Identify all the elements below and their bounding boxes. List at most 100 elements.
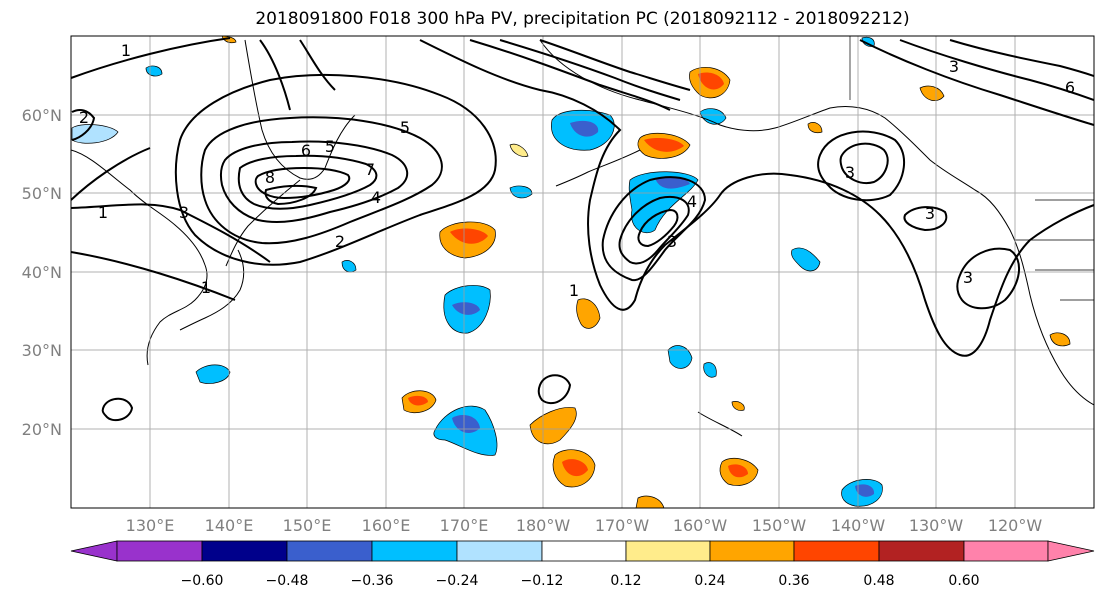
colorbar-segment xyxy=(878,540,965,562)
pv-contour xyxy=(299,39,336,91)
coastline-japan xyxy=(179,249,245,331)
colorbar-tick-label: 0.12 xyxy=(610,573,642,589)
colorbar-segment xyxy=(963,540,1049,562)
pv-contour xyxy=(264,184,318,206)
colorbar-segment xyxy=(201,540,288,562)
colorbar-segment xyxy=(116,540,203,562)
colorbar-segment xyxy=(793,540,880,562)
lon-label: 170°E xyxy=(439,516,489,535)
contour-label: 1 xyxy=(569,281,579,300)
colorbar-segment xyxy=(371,540,458,562)
precip-neg-patch xyxy=(195,364,231,384)
contour-label: 1 xyxy=(201,278,211,297)
lon-label: 180°W xyxy=(515,516,571,535)
pv-contour xyxy=(539,39,691,91)
colorbar-segment xyxy=(456,540,543,562)
colorbar-extend-max xyxy=(1047,540,1095,562)
precip-pos-patch xyxy=(807,122,823,134)
pv-contour xyxy=(499,39,681,101)
contour-label: 1 xyxy=(98,203,108,222)
lon-label: 130°W xyxy=(908,516,964,535)
contour-label: 3 xyxy=(179,203,189,222)
pv-contour xyxy=(71,203,271,263)
country-borders xyxy=(849,36,1094,301)
pv-contour xyxy=(601,176,707,282)
colorbar-tick-label: 0.24 xyxy=(694,573,726,589)
contour-label: 6 xyxy=(301,141,311,160)
precip-neg-core xyxy=(855,484,875,497)
lon-label: 160°W xyxy=(672,516,728,535)
pv-contour xyxy=(817,130,906,202)
contour-label: 3 xyxy=(963,268,973,287)
coastline-alaska xyxy=(539,39,1094,406)
colorbar-tick-label: −0.24 xyxy=(435,573,479,589)
lon-label: 150°E xyxy=(282,516,332,535)
pv-contour xyxy=(200,116,443,245)
colorbar-segment xyxy=(286,540,373,562)
lat-label: 50°N xyxy=(21,184,62,203)
coastlines xyxy=(71,36,1094,437)
pv-contour xyxy=(237,154,378,210)
colorbar-tick-label: −0.36 xyxy=(350,573,394,589)
contour-label: 5 xyxy=(325,137,335,156)
colorbar-extend-min xyxy=(70,540,118,562)
contour-label: 4 xyxy=(687,192,697,211)
map-title: 2018091800 F018 300 hPa PV, precipitatio… xyxy=(255,9,910,29)
contour-labels: 1 1 1 1 2 2 3 3 3 3 3 4 4 5 5 6 6 7 8 3 xyxy=(79,41,1075,300)
contour-label: 5 xyxy=(400,118,410,137)
pv-contour xyxy=(71,37,231,79)
contour-label: 8 xyxy=(265,168,275,187)
precip-neg-core xyxy=(570,120,599,137)
coastline-asia xyxy=(71,149,208,366)
lat-label: 40°N xyxy=(21,263,62,282)
pv-contour xyxy=(259,39,291,111)
pv-contour xyxy=(903,206,948,232)
contour-label: 4 xyxy=(371,188,381,207)
lon-label: 140°W xyxy=(830,516,886,535)
lon-label: 140°E xyxy=(204,516,254,535)
contour-label: 6 xyxy=(1065,78,1075,97)
precip-pos-patch xyxy=(509,143,529,157)
pv-contour xyxy=(174,74,497,266)
precip-pos-patch xyxy=(529,407,577,445)
pv-contour xyxy=(71,251,236,301)
pv-contour xyxy=(254,166,351,200)
contour-label: 3 xyxy=(925,204,935,223)
precip-pos-patch xyxy=(635,495,665,508)
colorbar-segment xyxy=(541,540,627,562)
colorbar xyxy=(70,540,1095,562)
pv-contour xyxy=(859,39,1094,126)
pv-contour xyxy=(469,39,671,111)
pv-contour xyxy=(101,397,134,422)
lat-label: 30°N xyxy=(21,341,62,360)
precip-neg-patch xyxy=(791,247,821,272)
precip-neg-patch xyxy=(699,108,727,125)
pv-contour xyxy=(71,109,96,141)
precip-pos-patch xyxy=(731,401,745,411)
lon-label: 150°W xyxy=(751,516,807,535)
precip-neg-core xyxy=(655,176,690,189)
precip-neg-patch xyxy=(145,65,163,77)
lon-label: 130°E xyxy=(125,516,175,535)
pv-contour xyxy=(419,39,1094,357)
precip-neg-patch xyxy=(71,124,119,144)
precip-pos-patch xyxy=(1049,332,1071,347)
colorbar-tick-label: −0.12 xyxy=(520,573,564,589)
lat-label: 60°N xyxy=(21,106,62,125)
lon-label: 160°E xyxy=(361,516,411,535)
pv-contour xyxy=(71,147,151,201)
precip-neg-patch xyxy=(703,362,717,378)
coastline-hawaii xyxy=(697,411,743,437)
precip-neg-patch xyxy=(509,185,533,199)
precip-neg-patch xyxy=(341,260,357,273)
colorbar-tick-label: −0.48 xyxy=(265,573,309,589)
precip-pos-patch xyxy=(576,298,601,329)
precip-pos-core xyxy=(408,395,428,406)
graticule xyxy=(71,36,1094,508)
precip-pos-core xyxy=(562,459,588,477)
colorbar-segment xyxy=(625,540,711,562)
precip-anomaly-patches xyxy=(71,36,1071,508)
colorbar-segment xyxy=(709,540,795,562)
precip-neg-patch xyxy=(667,345,693,369)
contour-label: 3 xyxy=(667,232,677,251)
